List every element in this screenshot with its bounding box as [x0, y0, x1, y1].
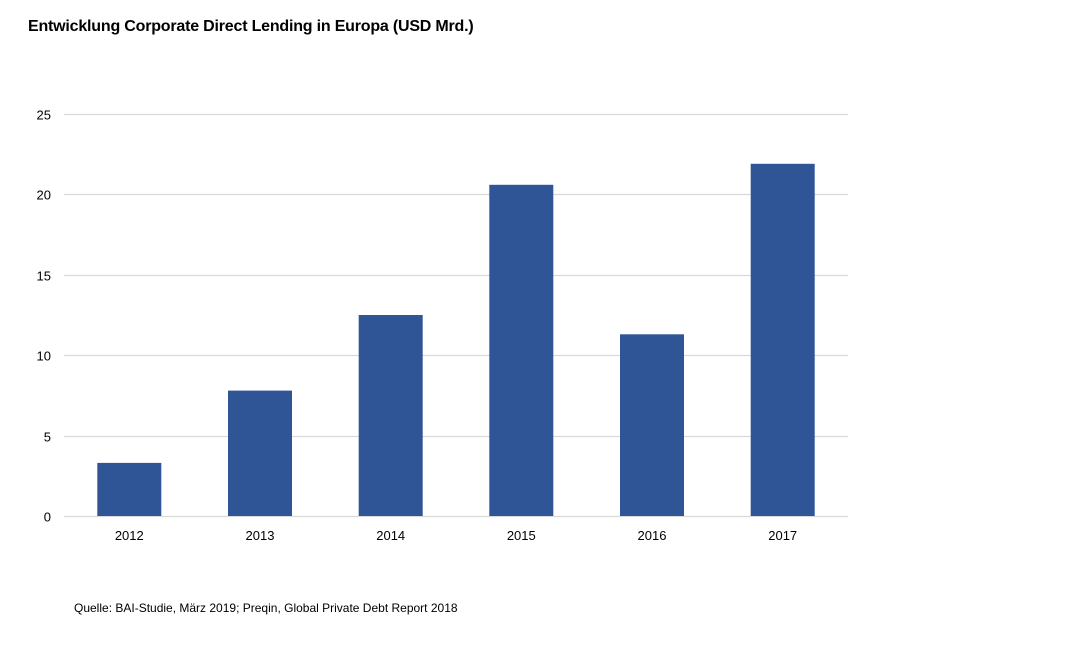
bar-2014 [358, 315, 423, 516]
source-note: Quelle: BAI-Studie, März 2019; Preqin, G… [74, 601, 458, 615]
x-tick-label: 2014 [376, 528, 405, 543]
x-tick-label: 2017 [768, 528, 797, 543]
chart-title: Entwicklung Corporate Direct Lending in … [28, 18, 474, 35]
x-tick-label: 2016 [638, 528, 667, 543]
y-tick-label: 0 [44, 510, 51, 525]
y-tick-label: 10 [37, 349, 51, 364]
x-tick-label: 2012 [115, 528, 144, 543]
y-tick-label: 15 [37, 269, 51, 284]
bar-2013 [228, 390, 292, 516]
y-tick-label: 5 [44, 430, 51, 445]
y-tick-label: 25 [37, 108, 51, 123]
bar-2012 [97, 462, 162, 516]
bar-2017 [750, 163, 815, 517]
bar-2016 [620, 334, 684, 516]
x-tick-label: 2015 [507, 528, 536, 543]
x-tick-label: 2013 [246, 528, 275, 543]
bar-2015 [489, 184, 554, 517]
y-tick-label: 20 [37, 188, 51, 203]
